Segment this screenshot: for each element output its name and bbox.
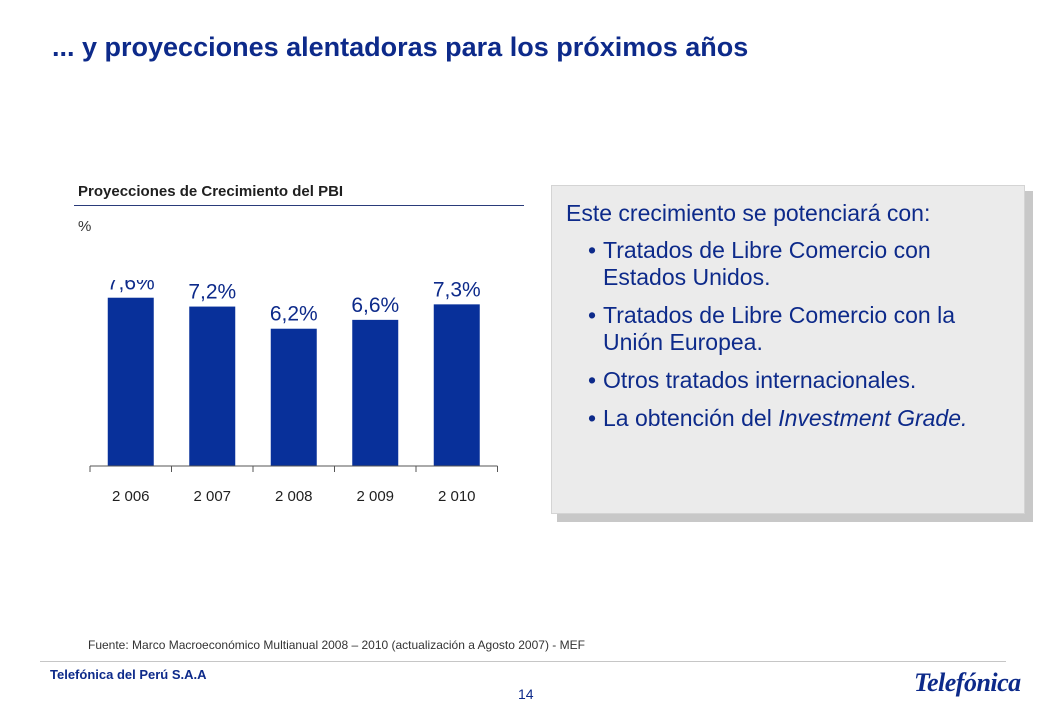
bar-data-label: 6,2%: [270, 303, 318, 326]
info-box-item: • La obtención del Investment Grade.: [566, 405, 1008, 432]
x-tick-label: 2 009: [356, 488, 394, 505]
company-name: Telefónica del Perú S.A.A: [50, 667, 207, 682]
chart-unit-label: %: [78, 218, 92, 235]
slide-title: ... y proyecciones alentadoras para los …: [52, 32, 749, 62]
info-box-item: • Otros tratados internacionales.: [566, 367, 1008, 394]
bullet-icon: •: [588, 405, 597, 431]
info-box: Este crecimiento se potenciará con: • Tra…: [551, 185, 1025, 514]
telefonica-logo: Telefónica: [914, 668, 1021, 697]
info-box-item-emphasis: Investment Grade.: [778, 405, 968, 431]
info-box-item: • Tratados de Libre Comercio con Estados …: [566, 237, 1008, 291]
info-box-item-text: La obtención del: [603, 405, 779, 431]
info-box-list: • Tratados de Libre Comercio con Estados …: [566, 237, 1008, 432]
chart-bar: [107, 297, 154, 466]
x-tick-label: 2 006: [112, 488, 150, 505]
chart-bar: [189, 306, 236, 466]
bullet-icon: •: [588, 237, 597, 263]
footer-divider: [40, 661, 1006, 662]
info-box-item-text: Otros tratados internacionales.: [603, 367, 917, 393]
gdp-growth-bar-chart: 7,6% 2 006 7,2% 2 007 6,2% 2 008 6,6% 2 009 7,3%…: [89, 280, 498, 505]
x-tick-label: 2 010: [438, 488, 476, 505]
chart-title-divider: [74, 205, 524, 206]
chart-title: Proyecciones de Crecimiento del PBI: [78, 183, 344, 200]
chart-bar: [352, 319, 399, 466]
info-box-item: • Tratados de Libre Comercio con la Unión…: [566, 302, 1008, 356]
source-footnote: Fuente: Marco Macroeconómico Multianual …: [88, 638, 585, 652]
chart-bar: [270, 328, 317, 466]
bar-data-label: 7,2%: [188, 281, 236, 304]
info-box-item-text: Tratados de Libre Comercio con la Unión …: [603, 302, 955, 355]
bar-data-label: 6,6%: [351, 294, 399, 317]
x-tick-label: 2 007: [193, 488, 231, 505]
bar-data-label: 7,3%: [433, 280, 481, 301]
page-number: 14: [518, 686, 534, 702]
x-tick-label: 2 008: [275, 488, 313, 505]
info-box-item-text: Tratados de Libre Comercio con Estados U…: [603, 237, 931, 290]
info-box-heading: Este crecimiento se potenciará con:: [566, 200, 931, 226]
bar-data-label: 7,6%: [107, 280, 155, 295]
chart-bar: [433, 304, 480, 466]
bullet-icon: •: [588, 367, 597, 393]
bullet-icon: •: [588, 302, 597, 328]
